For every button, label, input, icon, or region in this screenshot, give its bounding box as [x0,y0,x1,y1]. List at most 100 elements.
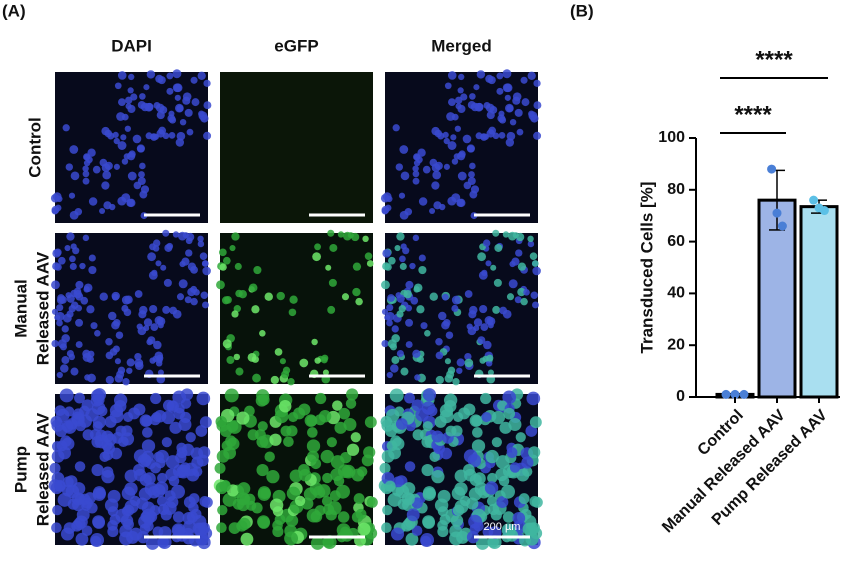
cell [362,235,369,243]
cell [455,96,463,104]
cell [512,92,522,101]
cell [247,429,259,441]
cell [101,470,115,484]
cell [104,129,112,138]
cell [416,305,425,314]
row-label: Released AAV [33,251,52,365]
cell [151,411,162,423]
cell [404,461,416,472]
cell [381,308,389,315]
cell [390,364,399,373]
cell [51,308,59,315]
cell [405,532,419,546]
cell [166,87,174,95]
cell [469,162,476,170]
cell [216,280,225,290]
cell [123,153,131,160]
cell [76,508,90,522]
cell [522,466,533,477]
cell [127,104,136,114]
cell [364,252,373,260]
cell [421,464,434,477]
cell [270,375,279,385]
cell [82,177,90,185]
cell [494,243,503,252]
cell [129,495,141,507]
cell [517,262,527,271]
cell [431,470,445,484]
cell [85,408,99,422]
cell [406,508,420,522]
cell [341,293,350,301]
cell [338,407,351,420]
cell [171,484,185,499]
cell [504,94,511,101]
cell [422,487,436,501]
cell [438,311,447,321]
cell [252,373,261,383]
cell [163,278,172,287]
cell [92,516,105,529]
cell [103,201,112,210]
cell [119,531,134,546]
cell [149,357,156,364]
cell [128,150,136,158]
cell [172,390,187,405]
cell [400,367,409,376]
cell [502,69,512,79]
cell [66,294,75,303]
cell [246,500,257,511]
cell [127,87,134,94]
cell [88,197,98,206]
cell [515,432,526,443]
cell [203,79,211,87]
cell [392,476,404,488]
cell [219,480,231,492]
cell [381,280,390,290]
cell [451,193,461,203]
data-point [730,389,740,399]
cell [529,416,542,429]
cell [396,310,404,318]
cell [444,358,451,365]
cell [520,76,528,84]
cell [516,232,525,242]
cell [508,418,522,432]
cell [502,390,517,405]
micrograph [380,69,542,223]
cell [443,318,451,327]
cell [445,331,454,339]
cell [105,375,114,385]
cell [90,535,102,547]
cell [511,257,520,266]
cell [412,429,424,441]
cell [527,240,535,248]
cell [54,263,62,271]
cell [219,248,227,257]
cell [115,425,127,437]
cell [141,439,156,453]
cell [479,304,488,314]
cell [179,118,187,126]
cell [233,353,241,361]
cell [283,436,294,448]
cell [325,264,332,271]
cell [197,235,204,243]
cell [452,378,460,386]
cell [121,113,129,121]
cell [161,437,172,448]
cell [427,405,438,417]
cell [439,409,454,424]
cell [196,391,211,406]
cell [187,287,196,297]
cell [175,138,185,147]
cell [101,181,110,190]
cell [164,243,173,252]
cell [138,310,147,319]
bar [799,205,839,399]
cell [443,163,450,170]
cell [274,348,283,356]
y-tick-label: 60 [667,233,685,250]
cell [418,197,428,206]
